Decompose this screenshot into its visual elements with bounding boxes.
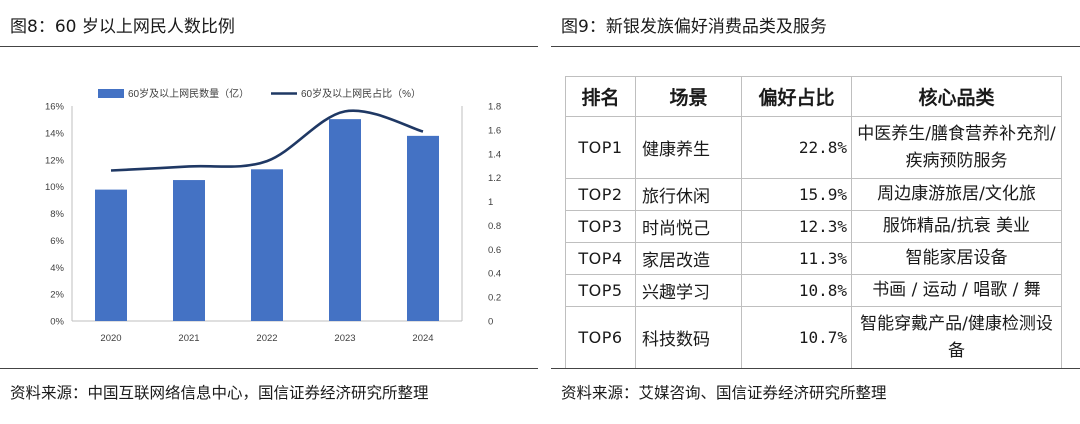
bar <box>95 189 127 321</box>
legend-label-line: 60岁及以上网民占比（%） <box>301 87 421 100</box>
scene-cell: 家居改造 <box>635 242 742 275</box>
table-row: TOP3 时尚悦己 12.3% 服饰精品/抗衰 美业 <box>565 210 1062 243</box>
category-cell: 服饰精品/抗衰 美业 <box>851 210 1062 243</box>
y-left-tick-label: 4% <box>50 263 64 274</box>
share-cell: 12.3% <box>741 210 852 243</box>
category-cell: 书画 / 运动 / 唱歌 / 舞 <box>851 274 1062 307</box>
header-scene: 场景 <box>635 76 742 117</box>
y-left-tick-label: 10% <box>45 182 65 193</box>
bottom-rule <box>551 368 1080 369</box>
rank-cell: TOP4 <box>565 242 636 275</box>
y-left-tick-label: 8% <box>50 209 64 220</box>
legend-swatch-bar <box>98 89 124 98</box>
scene-cell: 科技数码 <box>635 306 742 369</box>
share-line <box>110 109 424 172</box>
table-header-row: 排名 场景 偏好占比 核心品类 <box>565 76 1062 117</box>
rank-cell: TOP3 <box>565 210 636 243</box>
bottom-rule <box>0 368 538 369</box>
table-row: TOP5 兴趣学习 10.8% 书画 / 运动 / 唱歌 / 舞 <box>565 274 1062 307</box>
y-right-tick-label: 1.6 <box>488 125 501 136</box>
bar <box>173 180 205 321</box>
y-right-tick-label: 0.2 <box>488 293 501 304</box>
x-tick-label: 2023 <box>334 333 355 344</box>
scene-cell: 旅行休闲 <box>635 178 742 211</box>
y-right-tick-label: 1.8 <box>488 102 501 113</box>
scene-cell: 兴趣学习 <box>635 274 742 307</box>
y-left-tick-label: 6% <box>50 236 64 247</box>
header-share: 偏好占比 <box>741 76 852 117</box>
rank-cell: TOP2 <box>565 178 636 211</box>
share-cell: 10.8% <box>741 274 852 307</box>
table-row: TOP1 健康养生 22.8% 中医养生/膳食营养补充剂/疾病预防服务 <box>565 116 1062 179</box>
y-right-tick-label: 0.4 <box>488 269 501 280</box>
x-tick-label: 2024 <box>412 333 433 344</box>
y-right-tick-label: 1.4 <box>488 149 501 160</box>
category-cell: 智能穿戴产品/健康检测设备 <box>851 306 1062 369</box>
y-right-tick-label: 0.8 <box>488 221 501 232</box>
y-right-tick-label: 1 <box>488 197 493 208</box>
x-tick-label: 2020 <box>100 333 121 344</box>
consumption-preference-table: 排名 场景 偏好占比 核心品类 TOP1 健康养生 22.8% 中医养生/膳食营… <box>565 76 1062 369</box>
figure-8-title: 图8：60 岁以上网民人数比例 <box>10 17 235 37</box>
scene-cell: 健康养生 <box>635 116 742 179</box>
y-left-tick-label: 2% <box>50 290 64 301</box>
right-panel: 图9：新银发族偏好消费品类及服务 排名 场景 偏好占比 核心品类 TOP1 健康… <box>551 0 1080 424</box>
share-cell: 22.8% <box>741 116 852 179</box>
table-row: TOP6 科技数码 10.7% 智能穿戴产品/健康检测设备 <box>565 306 1062 369</box>
y-left-tick-label: 16% <box>45 102 65 113</box>
rank-cell: TOP6 <box>565 306 636 369</box>
header-rank: 排名 <box>565 76 636 117</box>
top-rule <box>0 46 538 47</box>
figure-8-source: 资料来源：中国互联网络信息中心，国信证券经济研究所整理 <box>10 384 429 402</box>
table-row: TOP2 旅行休闲 15.9% 周边康游旅居/文化旅 <box>565 178 1062 211</box>
scene-cell: 时尚悦己 <box>635 210 742 243</box>
rank-cell: TOP5 <box>565 274 636 307</box>
figure-9-title: 图9：新银发族偏好消费品类及服务 <box>561 17 827 37</box>
left-panel: 图8：60 岁以上网民人数比例 0% 2% 4% 6% 8% 10% 12% 14% 16% 0 0… <box>0 0 538 424</box>
x-tick-label: 2021 <box>178 333 199 344</box>
share-cell: 10.7% <box>741 306 852 369</box>
rank-cell: TOP1 <box>565 116 636 179</box>
header-category: 核心品类 <box>851 76 1062 117</box>
figure-9-source: 资料来源：艾媒咨询、国信证券经济研究所整理 <box>561 384 887 402</box>
y-left-tick-label: 12% <box>45 155 65 166</box>
y-left-tick-label: 14% <box>45 128 65 139</box>
y-right-tick-label: 0.6 <box>488 245 501 256</box>
x-tick-label: 2022 <box>256 333 277 344</box>
category-cell: 智能家居设备 <box>851 242 1062 275</box>
y-left-tick-label: 0% <box>50 317 64 328</box>
legend-label-bar: 60岁及以上网民数量（亿） <box>128 87 249 100</box>
category-cell: 周边康游旅居/文化旅 <box>851 178 1062 211</box>
y-right-tick-label: 1.2 <box>488 173 501 184</box>
bar <box>329 119 361 321</box>
y-right-tick-label: 0 <box>488 317 493 328</box>
share-cell: 15.9% <box>741 178 852 211</box>
chart-internet-users-60plus: 0% 2% 4% 6% 8% 10% 12% 14% 16% 0 0.2 0.4 0.6 0.8 1 1.2 1… <box>45 87 501 344</box>
table-row: TOP4 家居改造 11.3% 智能家居设备 <box>565 242 1062 275</box>
bar <box>251 169 283 321</box>
category-cell: 中医养生/膳食营养补充剂/疾病预防服务 <box>851 116 1062 179</box>
bar <box>407 135 439 321</box>
share-cell: 11.3% <box>741 242 852 275</box>
top-rule <box>551 46 1080 47</box>
